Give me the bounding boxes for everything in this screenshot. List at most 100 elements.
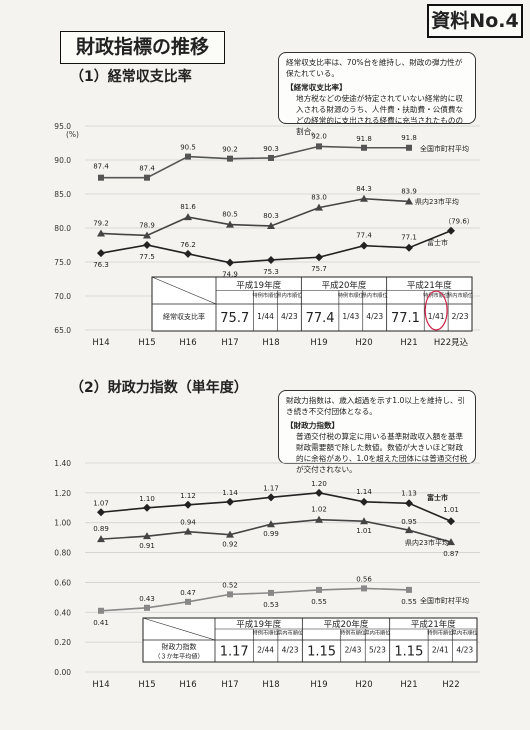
y-tick-label: 95.0 bbox=[54, 122, 71, 131]
table-rank-value: 4/23 bbox=[456, 645, 473, 654]
data-point bbox=[405, 243, 413, 252]
data-point bbox=[97, 229, 105, 237]
table-year-header: 平成19年度 bbox=[236, 619, 281, 630]
data-point bbox=[144, 604, 150, 611]
series-label: 全国市町村平均 bbox=[420, 596, 469, 605]
data-point bbox=[226, 530, 234, 538]
series-label: 富士市 bbox=[427, 493, 448, 502]
y-tick-label: 80.0 bbox=[54, 224, 71, 233]
y-tick-label: 0.20 bbox=[54, 638, 71, 647]
x-tick-label: H17 bbox=[221, 680, 238, 690]
data-label: 1.10 bbox=[139, 495, 155, 503]
x-tick-label: H20 bbox=[355, 680, 372, 690]
highlight-circle bbox=[424, 290, 448, 331]
y-tick-label: 0.40 bbox=[54, 608, 71, 617]
y-tick-label: 0.60 bbox=[54, 578, 71, 587]
data-point bbox=[226, 220, 234, 228]
data-label: 1.02 bbox=[311, 506, 327, 514]
table-value: 1.17 bbox=[220, 644, 249, 659]
y-tick-label: 1.00 bbox=[54, 519, 71, 528]
data-point bbox=[226, 258, 234, 267]
data-point bbox=[267, 255, 275, 264]
series-line bbox=[100, 197, 410, 237]
data-point bbox=[315, 203, 323, 211]
x-tick-label: H15 bbox=[138, 338, 155, 348]
data-label: 76.3 bbox=[93, 261, 109, 269]
data-label: 90.2 bbox=[222, 146, 238, 154]
data-point bbox=[184, 213, 192, 221]
table-year-header: 平成21年度 bbox=[407, 280, 452, 291]
table-rank-header: 県内市順位 bbox=[362, 291, 388, 299]
series-label: 全国市町村平均 bbox=[420, 144, 469, 153]
data-point bbox=[406, 144, 412, 151]
data-point bbox=[143, 231, 151, 239]
x-tick-label: H15 bbox=[138, 680, 155, 690]
data-point bbox=[143, 503, 151, 512]
data-point bbox=[315, 515, 323, 523]
data-label: 87.4 bbox=[139, 165, 155, 173]
table-rank-value: 2/41 bbox=[432, 645, 449, 654]
data-label: 0.92 bbox=[222, 541, 238, 549]
x-tick-label: H20 bbox=[355, 338, 372, 348]
data-point bbox=[316, 586, 322, 593]
table-year-header: 平成20年度 bbox=[324, 619, 369, 630]
data-label: 0.94 bbox=[180, 519, 196, 527]
y-tick-label: 90.0 bbox=[54, 156, 71, 165]
table-row-label: 財政力指数 bbox=[162, 642, 197, 651]
data-label: 1.17 bbox=[263, 484, 279, 492]
table-rank-value: 4/23 bbox=[281, 312, 298, 321]
data-label: 0.53 bbox=[263, 601, 279, 609]
data-label: 74.9 bbox=[222, 271, 238, 279]
x-tick-label: H14 bbox=[92, 338, 109, 348]
data-label: 0.99 bbox=[263, 530, 279, 538]
data-label: 78.9 bbox=[139, 221, 155, 229]
note-lead: 財政力指数は、歳入超過を示す1.0以上を維持し、引き続き不交付団体となる。 bbox=[286, 396, 466, 416]
data-label: 80.5 bbox=[222, 211, 238, 219]
data-point bbox=[360, 241, 368, 250]
table-rank-header: 特例市順位 bbox=[427, 628, 453, 636]
y-tick-label: 75.0 bbox=[54, 258, 71, 267]
x-tick-label: H14 bbox=[92, 680, 109, 690]
table-value: 77.4 bbox=[306, 311, 335, 326]
table-value: 77.1 bbox=[391, 311, 420, 326]
data-point bbox=[405, 526, 413, 534]
data-point bbox=[143, 532, 151, 540]
data-point bbox=[315, 253, 323, 262]
table-rank-header: 県内市順位 bbox=[276, 291, 302, 299]
table-rank-header: 県内市順位 bbox=[277, 628, 303, 636]
data-label: 0.43 bbox=[139, 595, 155, 603]
data-point bbox=[361, 585, 367, 592]
data-label: 90.5 bbox=[180, 144, 196, 152]
data-label: 0.55 bbox=[311, 598, 327, 606]
data-point bbox=[97, 508, 105, 517]
table-corner-diagonal bbox=[142, 617, 216, 641]
table-rank-header: 特例市順位 bbox=[338, 291, 364, 299]
x-tick-label: H16 bbox=[179, 338, 196, 348]
table-row-sublabel: （３か年平均値） bbox=[154, 652, 204, 660]
document-number-label: 資料No.4 bbox=[427, 4, 523, 38]
data-label: 75.7 bbox=[311, 265, 327, 273]
table-value: 1.15 bbox=[394, 644, 423, 659]
data-label: 1.13 bbox=[401, 489, 417, 497]
data-label: 0.52 bbox=[222, 581, 238, 589]
data-point bbox=[447, 226, 455, 235]
series-line bbox=[101, 145, 409, 179]
note-fiscal-capacity-index: 財政力指数は、歳入超過を示す1.0以上を維持し、引き続き不交付団体となる。 【財… bbox=[278, 390, 476, 474]
data-label: 0.91 bbox=[139, 542, 155, 550]
data-point bbox=[267, 493, 275, 502]
data-point bbox=[267, 221, 275, 229]
data-label: 1.14 bbox=[356, 488, 372, 496]
data-label: 81.6 bbox=[180, 203, 196, 211]
y-tick-label: 70.0 bbox=[54, 292, 71, 301]
data-point bbox=[185, 153, 191, 160]
data-point bbox=[268, 154, 274, 161]
data-point bbox=[226, 497, 234, 506]
table-value: 75.7 bbox=[220, 311, 249, 326]
data-label: 0.95 bbox=[401, 518, 417, 526]
data-label: 0.41 bbox=[93, 619, 109, 627]
data-point bbox=[97, 249, 105, 258]
data-label: （79.6） bbox=[444, 218, 474, 226]
x-tick-label: H22見込 bbox=[434, 337, 469, 348]
data-point bbox=[360, 194, 368, 202]
y-tick-label: 65.0 bbox=[54, 326, 71, 335]
